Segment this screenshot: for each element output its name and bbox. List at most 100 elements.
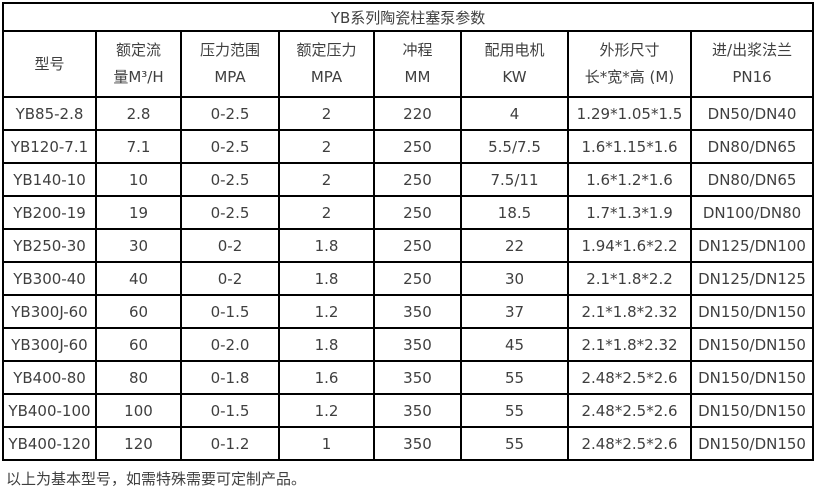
table-cell: 7.1 bbox=[95, 129, 182, 164]
table-cell: 1.29*1.05*1.5 bbox=[567, 96, 692, 131]
table-cell: 1.2 bbox=[278, 294, 375, 329]
table-cell: 1.6*1.15*1.6 bbox=[567, 129, 692, 164]
table-cell: 0-2 bbox=[180, 261, 280, 296]
table-row: YB200-19 19 0-2.5 2 250 18.5 1.7*1.3*1.9 DN100/… bbox=[2, 195, 814, 230]
table-cell: 120 bbox=[95, 426, 182, 461]
table-row: YB400-80 80 0-1.8 1.6 350 55 2.48*2.5*2.6 DN150… bbox=[2, 360, 814, 395]
table-cell: 30 bbox=[95, 228, 182, 263]
table-cell: 4 bbox=[460, 96, 569, 131]
table-row: YB300J-60 60 0-2.0 1.8 350 45 2.1*1.8*2.32 DN15… bbox=[2, 327, 814, 362]
column-header-line1: 外形尺寸 bbox=[599, 41, 660, 59]
table-cell: 19 bbox=[95, 195, 182, 230]
table-cell: 250 bbox=[373, 261, 462, 296]
table-cell: 1.94*1.6*2.2 bbox=[567, 228, 692, 263]
table-cell: 2.8 bbox=[95, 96, 182, 131]
table-cell: DN80/DN65 bbox=[689, 162, 814, 197]
table-cell: 37 bbox=[460, 294, 569, 329]
column-header-line2: KW bbox=[502, 68, 527, 86]
table-row: YB120-7.1 7.1 0-2.5 2 250 5.5/7.5 1.6*1.15*1.6… bbox=[2, 129, 814, 164]
table-cell: 0-2.5 bbox=[180, 96, 280, 131]
table-cell: YB400-120 bbox=[2, 426, 97, 461]
table-header-row: 型号 额定流 量M³/H 压力范围 MPA 额定压力 MPA 冲程 MM 配用电机 KW 外形尺寸长*… bbox=[2, 30, 814, 98]
table-cell: 250 bbox=[373, 162, 462, 197]
table-cell: 10 bbox=[95, 162, 182, 197]
table-cell: 2 bbox=[278, 96, 375, 131]
table-cell: 2.48*2.5*2.6 bbox=[567, 360, 692, 395]
table-cell: DN80/DN65 bbox=[689, 129, 814, 164]
table-cell: 80 bbox=[95, 360, 182, 395]
table-cell: 350 bbox=[373, 294, 462, 329]
table-cell: 7.5/11 bbox=[460, 162, 569, 197]
column-header-2: 压力范围 MPA bbox=[180, 30, 280, 98]
table-cell: 250 bbox=[373, 129, 462, 164]
table-cell: 22 bbox=[460, 228, 569, 263]
table-cell: 0-1.2 bbox=[180, 426, 280, 461]
column-header-1: 额定流 量M³/H bbox=[95, 30, 182, 98]
table-cell: 0-2 bbox=[180, 228, 280, 263]
table-cell: DN125/DN125 bbox=[689, 261, 814, 296]
column-header-line1: 进/出浆法兰 bbox=[712, 41, 793, 59]
table-cell: 55 bbox=[460, 426, 569, 461]
table-cell: 0-1.5 bbox=[180, 294, 280, 329]
column-header-3: 额定压力 MPA bbox=[278, 30, 375, 98]
table-title-row: YB系列陶瓷柱塞泵参数 bbox=[1, 2, 814, 32]
table-cell: 2 bbox=[278, 162, 375, 197]
table-cell: 350 bbox=[373, 327, 462, 362]
table-row: YB140-10 10 0-2.5 2 250 7.5/11 1.6*1.2*1.6 DN80… bbox=[2, 162, 814, 197]
table-cell: 55 bbox=[460, 393, 569, 428]
table-cell: DN50/DN40 bbox=[689, 96, 814, 131]
table-cell: YB200-19 bbox=[2, 195, 97, 230]
table-cell: 40 bbox=[95, 261, 182, 296]
table-row: YB85-2.8 2.8 0-2.5 2 220 4 1.29*1.05*1.5 DN50/D… bbox=[2, 96, 814, 131]
table-cell: DN100/DN80 bbox=[689, 195, 814, 230]
table-cell: 2.1*1.8*2.32 bbox=[567, 294, 692, 329]
table-cell: DN150/DN150 bbox=[689, 327, 814, 362]
table-cell: 0-2.5 bbox=[180, 195, 280, 230]
table-cell: YB120-7.1 bbox=[2, 129, 97, 164]
table-cell: 1 bbox=[278, 426, 375, 461]
column-header-line1: 型号 bbox=[34, 54, 65, 73]
column-header-line1: 额定流 bbox=[115, 41, 161, 59]
table-cell: YB300J-60 bbox=[2, 327, 97, 362]
table-cell: 2.48*2.5*2.6 bbox=[567, 426, 692, 461]
table-cell: DN150/DN150 bbox=[689, 360, 814, 395]
table-cell: 350 bbox=[373, 360, 462, 395]
column-header-line2: 长*宽*高 (M) bbox=[584, 68, 675, 86]
column-header-line2: MM bbox=[404, 68, 431, 86]
table-cell: 55 bbox=[460, 360, 569, 395]
table-cell: 60 bbox=[95, 294, 182, 329]
table-cell: 1.2 bbox=[278, 393, 375, 428]
pump-spec-table: YB系列陶瓷柱塞泵参数 型号 额定流 量M³/H 压力范围 MPA 额定压力 MPA 冲程 MM… bbox=[1, 2, 814, 461]
table-cell: 30 bbox=[460, 261, 569, 296]
table-cell: DN150/DN150 bbox=[689, 294, 814, 329]
table-cell: 45 bbox=[460, 327, 569, 362]
column-header-line1: 额定压力 bbox=[296, 41, 357, 59]
table-cell: 1.6*1.2*1.6 bbox=[567, 162, 692, 197]
table-row: YB300J-60 60 0-1.5 1.2 350 37 2.1*1.8*2.32 DN15… bbox=[2, 294, 814, 329]
table-cell: 0-2.5 bbox=[180, 129, 280, 164]
table-cell: YB400-100 bbox=[2, 393, 97, 428]
column-header-line2: MPA bbox=[214, 68, 246, 86]
footer-note: 以上为基本型号，如需特殊需要可定制产品。 bbox=[6, 470, 307, 488]
table-cell: 60 bbox=[95, 327, 182, 362]
table-cell: 1.6 bbox=[278, 360, 375, 395]
table-cell: 0-1.5 bbox=[180, 393, 280, 428]
table-row: YB250-30 30 0-2 1.8 250 22 1.94*1.6*2.2 DN125/D… bbox=[2, 228, 814, 263]
column-header-line2: MPA bbox=[310, 68, 343, 86]
table-cell: 2.1*1.8*2.2 bbox=[567, 261, 692, 296]
table-row: YB300-40 40 0-2 1.8 250 30 2.1*1.8*2.2 DN125/DN… bbox=[2, 261, 814, 296]
table-cell: 18.5 bbox=[460, 195, 569, 230]
table-cell: 250 bbox=[373, 228, 462, 263]
column-header-6: 外形尺寸长*宽*高 (M) bbox=[567, 30, 692, 98]
table-cell: 220 bbox=[373, 96, 462, 131]
column-header-line2: PN16 bbox=[732, 68, 772, 86]
column-header-line1: 配用电机 bbox=[484, 41, 545, 59]
column-header-0: 型号 bbox=[2, 30, 97, 98]
column-header-line1: 压力范围 bbox=[199, 41, 260, 59]
table-cell: DN125/DN100 bbox=[689, 228, 814, 263]
table-cell: 2 bbox=[278, 195, 375, 230]
column-header-7: 进/出浆法兰 PN16 bbox=[689, 30, 814, 98]
table-cell: DN150/DN150 bbox=[689, 393, 814, 428]
column-header-line1: 冲程 bbox=[402, 41, 433, 59]
